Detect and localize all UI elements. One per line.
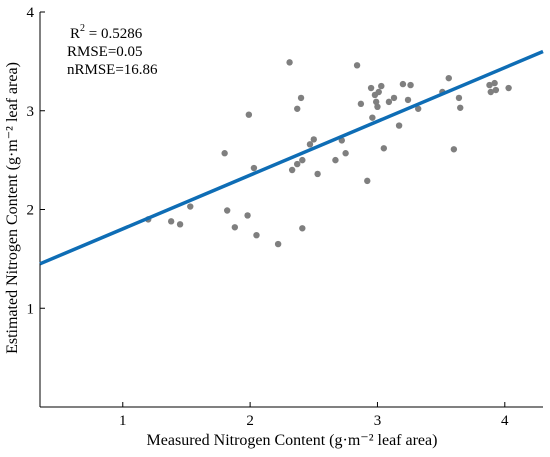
data-point [294, 105, 301, 112]
r2-value: = 0.5286 [85, 26, 143, 42]
stats-annotation: R2 = 0.5286 RMSE=0.05 nRMSE=16.86 [67, 23, 158, 78]
data-point [274, 240, 282, 248]
data-point [505, 84, 512, 92]
y-tick-label: 3 [27, 104, 35, 120]
data-point [385, 98, 393, 106]
data-point [223, 207, 231, 214]
data-point [374, 103, 381, 111]
data-point [167, 218, 175, 225]
data-point [299, 156, 306, 164]
data-point [364, 177, 371, 185]
data-point [372, 98, 380, 106]
data-point [486, 81, 493, 89]
data-point [487, 88, 494, 96]
r2-exponent: 2 [80, 23, 85, 34]
data-point [286, 59, 293, 66]
data-points [145, 59, 512, 248]
x-tick-label: 3 [374, 413, 382, 429]
r2-annotation: R2 = 0.5286 [70, 23, 143, 42]
data-point [250, 164, 258, 172]
data-point [375, 88, 382, 96]
data-point [253, 231, 260, 239]
data-point [367, 84, 375, 92]
r2-symbol: R [70, 26, 80, 42]
data-point [357, 100, 365, 108]
data-point [221, 150, 228, 157]
data-point [176, 221, 184, 228]
nrmse-annotation: nRMSE=16.86 [67, 62, 158, 78]
x-tick-label: 1 [119, 413, 127, 429]
data-point [314, 170, 321, 178]
data-point [297, 94, 305, 102]
data-point [491, 79, 498, 87]
y-tick-label: 2 [27, 203, 35, 219]
data-point [415, 105, 422, 112]
y-tick-label: 1 [27, 301, 35, 317]
data-point [369, 114, 376, 121]
data-point [399, 80, 407, 88]
data-point [288, 166, 296, 174]
data-point [380, 145, 388, 152]
x-tick-label: 2 [246, 413, 254, 429]
data-point [353, 62, 361, 69]
data-point [310, 136, 317, 143]
regression-line [39, 49, 544, 266]
data-point [492, 86, 500, 94]
data-point [445, 74, 452, 82]
data-point [457, 104, 464, 111]
data-point [299, 225, 306, 232]
data-point [407, 81, 414, 89]
y-axis-title: Estimated Nitrogen Content (g·m⁻² leaf a… [4, 62, 21, 354]
x-axis-title: Measured Nitrogen Content (g·m⁻² leaf ar… [147, 432, 438, 449]
data-point [455, 94, 463, 102]
data-point [245, 111, 253, 118]
axis-ticks: 1 2 3 4 1 2 3 4 [27, 5, 510, 429]
data-point [378, 82, 385, 90]
rmse-annotation: RMSE=0.05 [67, 44, 143, 60]
data-point [450, 146, 458, 153]
data-point [332, 156, 339, 164]
data-point [390, 94, 398, 102]
y-tick-label: 4 [27, 5, 35, 21]
data-point [244, 212, 251, 219]
data-point [306, 141, 314, 148]
data-point [187, 203, 194, 210]
data-point [294, 160, 301, 168]
data-point [231, 224, 239, 231]
data-point [404, 96, 412, 104]
x-tick-label: 4 [501, 413, 509, 429]
data-point [395, 122, 403, 129]
regression-line-group [39, 49, 544, 266]
data-point [342, 150, 349, 157]
